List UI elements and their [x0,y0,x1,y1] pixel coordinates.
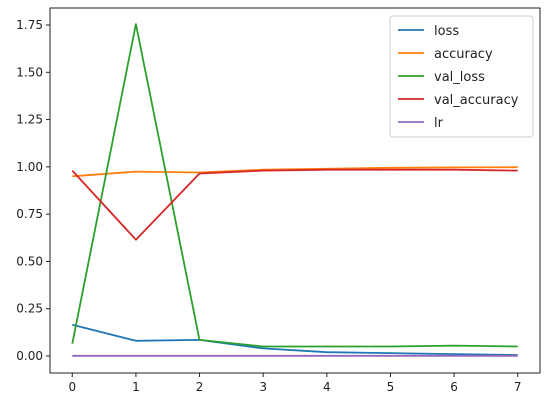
legend-label: val_loss [434,70,485,85]
y-tick-label: 1.75 [16,18,43,32]
y-tick-label: 0.50 [16,254,43,268]
y-tick-label: 1.00 [16,160,43,174]
x-tick-label: 4 [323,380,331,394]
plot-frame [49,7,541,374]
y-tick-label: 0.00 [16,349,43,363]
y-tick-label: 0.75 [16,207,43,221]
x-tick-label: 5 [387,380,395,394]
y-tick-label: 1.50 [16,65,43,79]
series-line-val-loss [71,23,518,348]
series-layer [71,23,518,357]
legend-label: val_accuracy [434,93,519,108]
x-axis: 0 1 2 3 4 5 6 7 [68,373,522,394]
x-tick-label: 2 [196,380,204,394]
x-tick-label: 0 [68,380,76,394]
series-line-loss [72,323,518,356]
y-tick-label: 0.25 [16,302,43,316]
legend-label: accuracy [434,47,493,62]
series-line-val-accuracy [71,168,518,241]
x-tick-label: 6 [450,380,458,394]
y-axis: 0.00 0.25 0.50 0.75 1.00 1.25 1.50 1.75 [16,18,50,363]
y-tick-label: 1.25 [16,113,43,127]
x-tick-label: 1 [132,380,140,394]
legend-label: loss [434,24,459,39]
x-tick-label: 7 [514,380,522,394]
legend-box [389,15,534,138]
series-line-accuracy [72,166,518,178]
legend-label: lr [434,116,444,131]
x-tick-label: 3 [259,380,267,394]
